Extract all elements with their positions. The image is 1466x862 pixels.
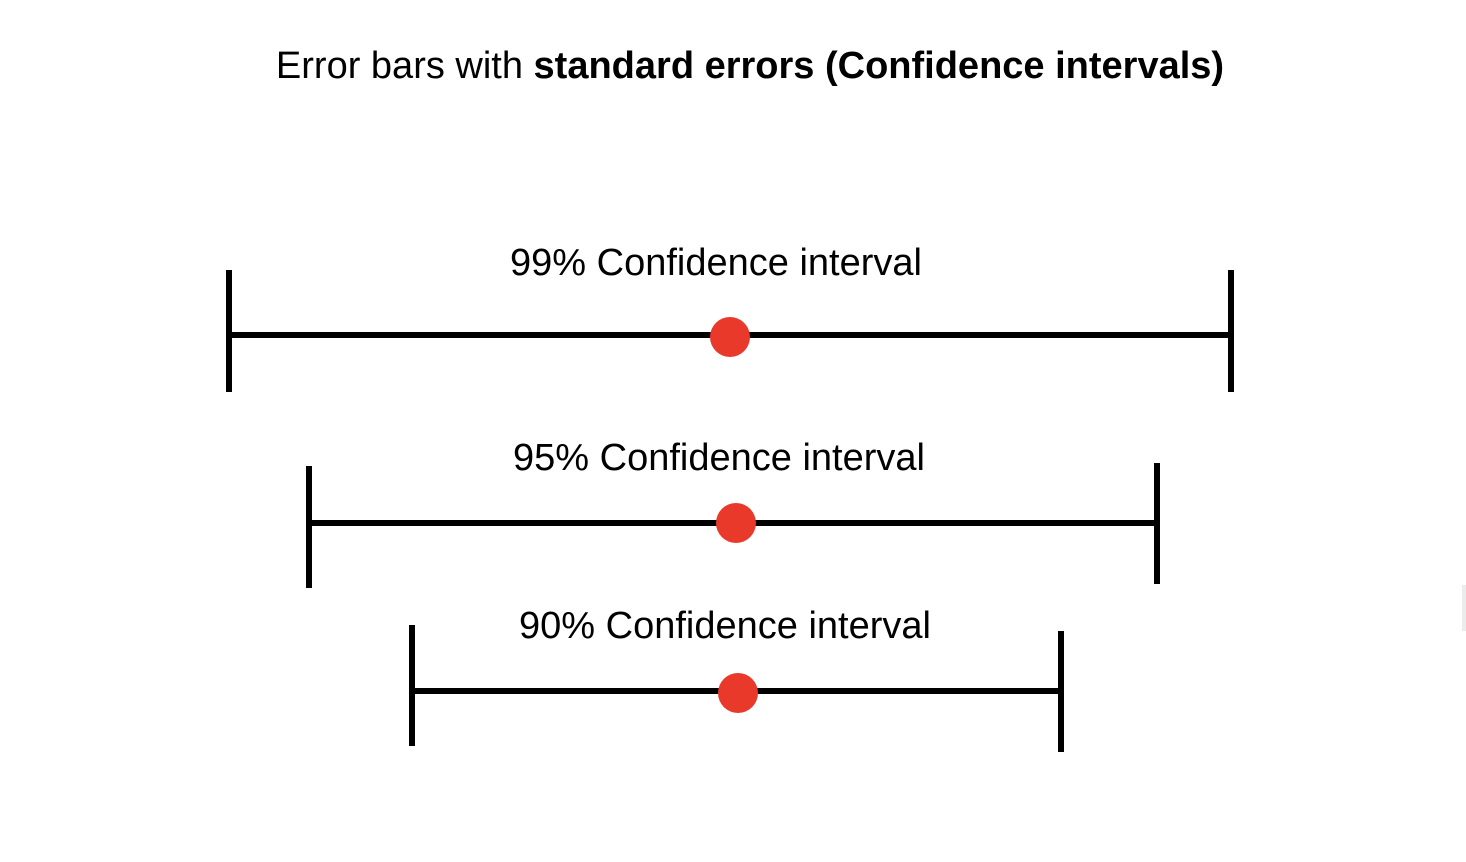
interval-99-point	[710, 317, 750, 357]
interval-90-point	[718, 673, 758, 713]
interval-95-label: 95% Confidence interval	[513, 437, 925, 479]
interval-90: 90% Confidence interval	[409, 605, 1064, 752]
diagram-title: Error bars with standard errors (Confide…	[0, 40, 1466, 92]
interval-95: 95% Confidence interval	[306, 437, 1160, 588]
interval-99-label: 99% Confidence interval	[510, 242, 922, 284]
edge-mark	[1462, 585, 1466, 631]
title-bold-text: standard errors (Confidence intervals)	[533, 45, 1225, 87]
title-normal-text: Error bars with	[275, 45, 534, 87]
interval-95-point	[716, 503, 756, 543]
interval-90-label: 90% Confidence interval	[519, 605, 931, 647]
interval-99: 99% Confidence interval	[226, 242, 1234, 392]
